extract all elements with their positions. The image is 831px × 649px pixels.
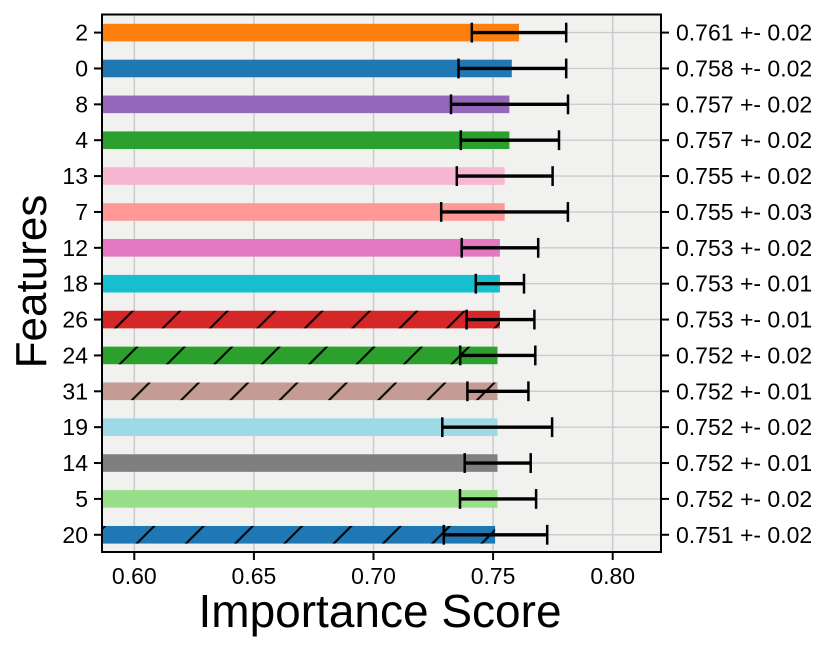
- svg-text:0.757 +- 0.02: 0.757 +- 0.02: [676, 91, 812, 117]
- svg-text:2: 2: [75, 20, 88, 46]
- svg-text:0.75: 0.75: [471, 563, 516, 589]
- svg-text:14: 14: [62, 450, 88, 476]
- svg-text:0.755 +- 0.03: 0.755 +- 0.03: [676, 199, 812, 225]
- svg-text:0.751 +- 0.02: 0.751 +- 0.02: [676, 522, 812, 548]
- svg-text:0.753 +- 0.01: 0.753 +- 0.01: [676, 271, 812, 297]
- svg-text:0.752 +- 0.01: 0.752 +- 0.01: [676, 378, 812, 404]
- svg-text:0.70: 0.70: [351, 563, 396, 589]
- svg-text:0.752 +- 0.02: 0.752 +- 0.02: [676, 342, 812, 368]
- svg-text:0.753 +- 0.01: 0.753 +- 0.01: [676, 307, 812, 333]
- svg-text:19: 19: [62, 414, 88, 440]
- svg-text:18: 18: [62, 271, 88, 297]
- svg-text:0.752 +- 0.02: 0.752 +- 0.02: [676, 414, 812, 440]
- svg-text:7: 7: [75, 199, 88, 225]
- svg-text:24: 24: [62, 342, 88, 368]
- svg-text:8: 8: [75, 91, 88, 117]
- svg-text:13: 13: [62, 163, 88, 189]
- svg-text:0: 0: [75, 55, 88, 81]
- svg-text:0.757 +- 0.02: 0.757 +- 0.02: [676, 127, 812, 153]
- svg-text:12: 12: [62, 235, 88, 261]
- svg-text:0.65: 0.65: [232, 563, 277, 589]
- svg-text:26: 26: [62, 307, 88, 333]
- svg-text:31: 31: [62, 378, 88, 404]
- svg-text:5: 5: [75, 486, 88, 512]
- svg-text:4: 4: [75, 127, 88, 153]
- svg-text:0.60: 0.60: [112, 563, 157, 589]
- svg-text:0.752 +- 0.01: 0.752 +- 0.01: [676, 450, 812, 476]
- svg-text:0.761 +- 0.02: 0.761 +- 0.02: [676, 20, 812, 46]
- svg-text:0.758 +- 0.02: 0.758 +- 0.02: [676, 55, 812, 81]
- svg-text:0.752 +- 0.02: 0.752 +- 0.02: [676, 486, 812, 512]
- svg-text:20: 20: [62, 522, 88, 548]
- svg-text:0.753 +- 0.02: 0.753 +- 0.02: [676, 235, 812, 261]
- svg-text:Importance Score: Importance Score: [198, 585, 561, 637]
- svg-text:Features: Features: [7, 195, 56, 369]
- svg-text:0.80: 0.80: [590, 563, 635, 589]
- svg-text:0.755 +- 0.02: 0.755 +- 0.02: [676, 163, 812, 189]
